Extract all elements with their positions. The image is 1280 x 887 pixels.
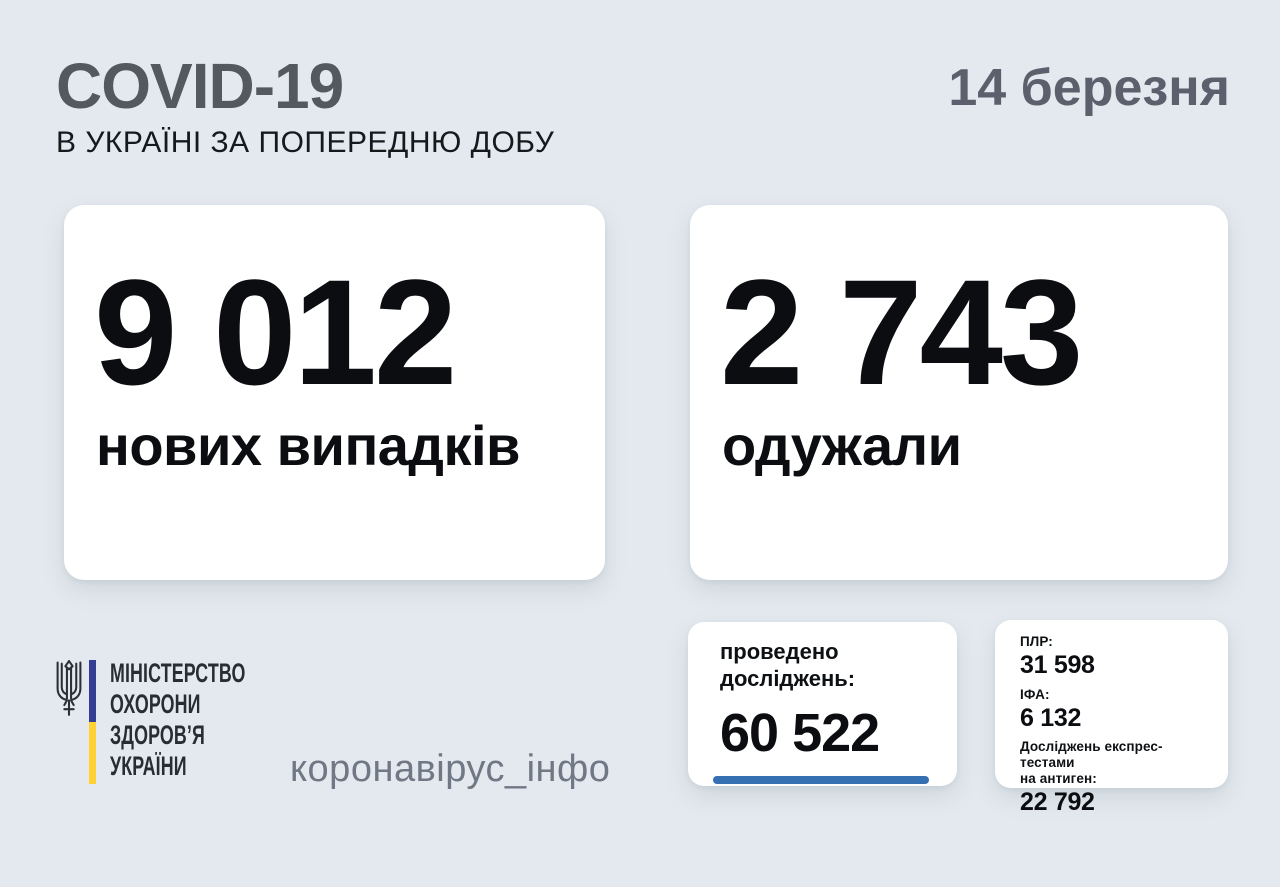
tests-performed-value: 60 522 xyxy=(720,702,880,763)
new-cases-label: нових випадків xyxy=(96,414,520,477)
tests-performed-card: проведено досліджень: 60 522 xyxy=(688,622,957,786)
new-cases-card: 9 012 нових випадків xyxy=(64,205,605,580)
pcr-value: 31 598 xyxy=(1020,650,1095,679)
test-types-card: ПЛР: 31 598 ІФА: 6 132 Досліджень експре… xyxy=(995,620,1228,816)
channel-name: коронавірус_інфо xyxy=(290,748,611,790)
ifa-value: 6 132 xyxy=(1020,703,1082,732)
flag-blue-segment xyxy=(89,660,96,722)
flag-bar-icon xyxy=(89,660,96,784)
ministry-name-line: ЗДОРОВ’Я xyxy=(110,720,205,750)
test-type-row: ПЛР: 31 598 xyxy=(1020,634,1210,680)
covid-title: COVID-19 xyxy=(56,50,344,122)
antigen-label: Досліджень експрес-тестами на антиген: xyxy=(1020,739,1163,787)
test-type-row: ІФА: 6 132 xyxy=(1020,687,1210,733)
report-date: 14 березня xyxy=(948,59,1230,117)
covid-subtitle: В УКРАЇНІ ЗА ПОПЕРЕДНЮ ДОБУ xyxy=(56,126,555,159)
recovered-value: 2 743 xyxy=(720,248,1083,416)
flag-yellow-segment xyxy=(89,722,96,784)
ministry-name-line: МІНІСТЕРСТВО xyxy=(110,658,246,688)
new-cases-value: 9 012 xyxy=(94,248,457,416)
ministry-name: МІНІСТЕРСТВО ОХОРОНИ ЗДОРОВ’Я УКРАЇНИ xyxy=(110,658,245,782)
tests-performed-label: проведено досліджень: xyxy=(720,639,856,691)
trident-icon xyxy=(56,660,82,716)
ministry-logo: МІНІСТЕРСТВО ОХОРОНИ ЗДОРОВ’Я УКРАЇНИ xyxy=(52,658,312,788)
recovered-label: одужали xyxy=(722,414,962,477)
header: COVID-19 В УКРАЇНІ ЗА ПОПЕРЕДНЮ ДОБУ xyxy=(56,54,554,159)
pcr-label: ПЛР: xyxy=(1020,634,1053,649)
ifa-label: ІФА: xyxy=(1020,686,1050,702)
ministry-name-line: УКРАЇНИ xyxy=(110,751,187,781)
blue-accent-underline xyxy=(713,776,929,784)
recovered-card: 2 743 одужали xyxy=(690,205,1228,580)
test-type-row: Досліджень експрес-тестами на антиген: 2… xyxy=(1020,739,1210,817)
ministry-name-line: ОХОРОНИ xyxy=(110,689,201,719)
antigen-value: 22 792 xyxy=(1020,788,1095,817)
